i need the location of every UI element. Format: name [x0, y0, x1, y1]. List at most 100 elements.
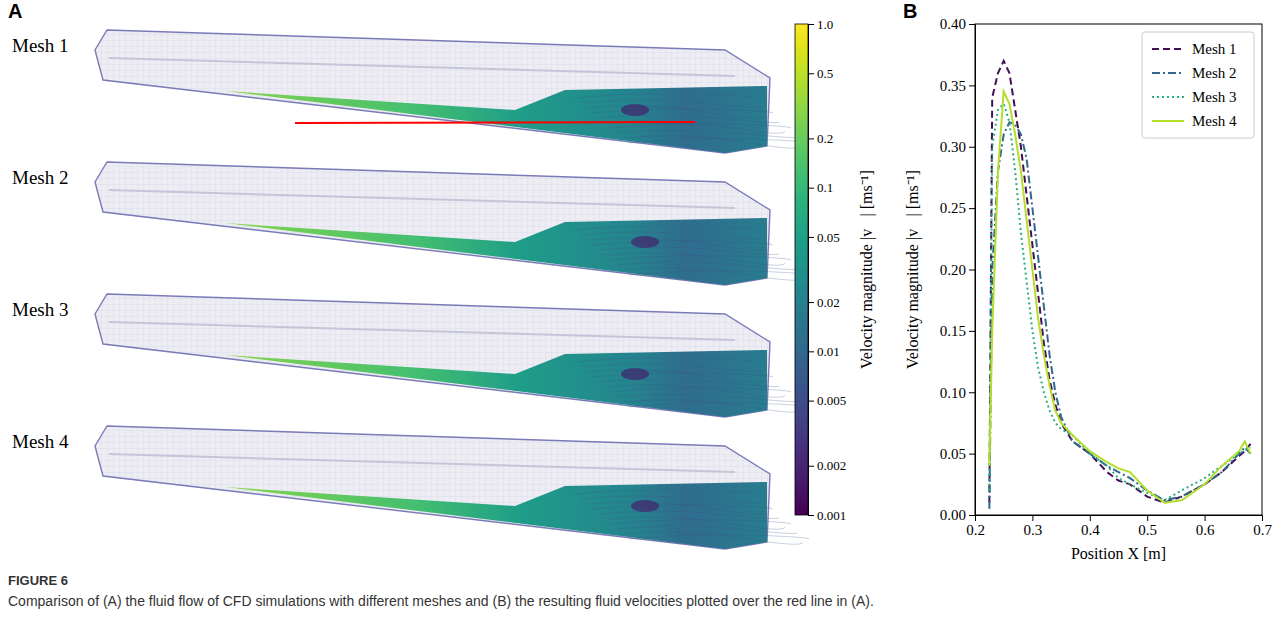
y-axis-line — [975, 25, 976, 516]
tick-mark — [808, 466, 814, 467]
tank-edge — [109, 322, 735, 340]
tick: 0.2 — [966, 515, 985, 538]
tick-mark — [1090, 515, 1091, 521]
tick-label: 0.10 — [940, 385, 966, 401]
tick: 0.00 — [940, 507, 975, 523]
legend-label: Mesh 1 — [1192, 41, 1237, 57]
probe-line — [295, 122, 695, 123]
tick: 0.2 — [808, 131, 833, 146]
streak — [623, 400, 803, 413]
tick: 0.05 — [808, 230, 840, 245]
streak — [629, 271, 809, 276]
tick: 0.5 — [1138, 515, 1157, 538]
mesh-label: Mesh 1 — [12, 35, 68, 56]
y-axis-title: Velocity magnitude |v⃗| [ms⁻¹] — [904, 170, 922, 369]
streak — [593, 241, 773, 246]
streak — [575, 358, 755, 363]
series-line — [989, 104, 1250, 500]
streak — [629, 403, 809, 408]
tick: 0.6 — [1196, 515, 1215, 538]
tick: 0.001 — [808, 508, 846, 523]
mesh-render — [95, 30, 809, 153]
tick-label: 0.2 — [817, 131, 833, 146]
y-axis: 0.00 0.05 0.10 0.15 0.20 0.25 0.30 0.35 0.40 — [940, 16, 976, 523]
tick: 0.25 — [940, 200, 975, 216]
tick-label: 0.02 — [817, 295, 840, 310]
tick-label: 0.4 — [1081, 522, 1100, 538]
tick-mark — [969, 147, 975, 148]
panel-letter: B — [903, 0, 917, 22]
tick-mark — [808, 24, 814, 25]
tick-label: 0.5 — [1138, 522, 1157, 538]
tick-mark — [808, 138, 814, 139]
series-line — [989, 61, 1250, 503]
tick: 0.40 — [940, 16, 975, 32]
colorbar-title: Velocity magnitude |v⃗| [ms⁻¹] — [858, 170, 876, 369]
tick-mark — [808, 73, 814, 74]
tick-label: 0.15 — [940, 323, 966, 339]
tick-mark — [969, 331, 975, 332]
streamlines — [575, 358, 809, 413]
legend-swatch — [1152, 72, 1184, 74]
streak — [611, 124, 791, 129]
mesh-render — [95, 162, 809, 285]
legend-box — [1142, 32, 1254, 138]
tick-mark — [1205, 515, 1206, 521]
tick-mark — [969, 515, 975, 516]
tick: 0.05 — [940, 446, 975, 462]
tick: 0.35 — [940, 78, 975, 94]
tank-outline — [95, 294, 770, 417]
streamlines — [575, 94, 809, 149]
tick: 0.10 — [940, 385, 975, 401]
tick-mark — [808, 351, 814, 352]
plot-frame — [975, 24, 1262, 515]
tick: 0.15 — [940, 323, 975, 339]
fluid-surface — [225, 86, 767, 153]
tick: 0.7 — [1253, 515, 1272, 538]
vortex — [621, 368, 649, 380]
tick-label: 0.40 — [940, 16, 966, 32]
tick-label: 1.0 — [817, 17, 833, 32]
streak — [593, 505, 773, 510]
x-axis-line — [976, 515, 1263, 516]
fluid-surface — [225, 482, 767, 549]
mesh-label: Mesh 4 — [12, 431, 69, 452]
tick-label: 0.20 — [940, 262, 966, 278]
tick-mark — [808, 515, 814, 516]
mesh-render — [95, 294, 809, 417]
tick-mark — [969, 85, 975, 86]
legend-label: Mesh 4 — [1192, 113, 1237, 129]
tick-label: 0.7 — [1253, 522, 1272, 538]
streak — [629, 139, 809, 144]
x-axis: 0.20.30.40.50.60.7 — [966, 515, 1272, 538]
tick-label: 0.5 — [817, 66, 833, 81]
tick-label: 0.6 — [1196, 522, 1215, 538]
tick-mark — [808, 401, 814, 402]
tick-label: 0.2 — [966, 522, 985, 538]
tick-mark — [808, 237, 814, 238]
x-axis-title: Position X [m] — [1071, 545, 1166, 562]
tank-outline — [95, 162, 770, 285]
tank-edge — [109, 58, 735, 76]
tick: 0.4 — [1081, 515, 1100, 538]
colorbar-axis-line — [808, 25, 809, 516]
streak — [611, 388, 791, 393]
streamlines — [575, 490, 809, 545]
tick-label: 0.35 — [940, 78, 966, 94]
streak — [623, 532, 803, 545]
legend: Mesh 1Mesh 2Mesh 3Mesh 4 — [1142, 32, 1254, 138]
legend-swatch — [1152, 48, 1184, 50]
streak — [629, 535, 809, 540]
tick-mark — [969, 270, 975, 271]
streak — [575, 490, 755, 495]
series-line — [989, 122, 1250, 509]
figure: AMesh 1Mesh 2Mesh 3Mesh 41.00.50.20.10.0… — [0, 0, 1287, 619]
tick: 0.02 — [808, 295, 840, 310]
tick-label: 0.30 — [940, 139, 966, 155]
tick-mark — [1147, 515, 1148, 521]
tank-outline — [95, 30, 770, 153]
tick: 0.5 — [808, 66, 833, 81]
tick-label: 0.001 — [817, 508, 846, 523]
tick-mark — [969, 454, 975, 455]
tick: 0.20 — [940, 262, 975, 278]
